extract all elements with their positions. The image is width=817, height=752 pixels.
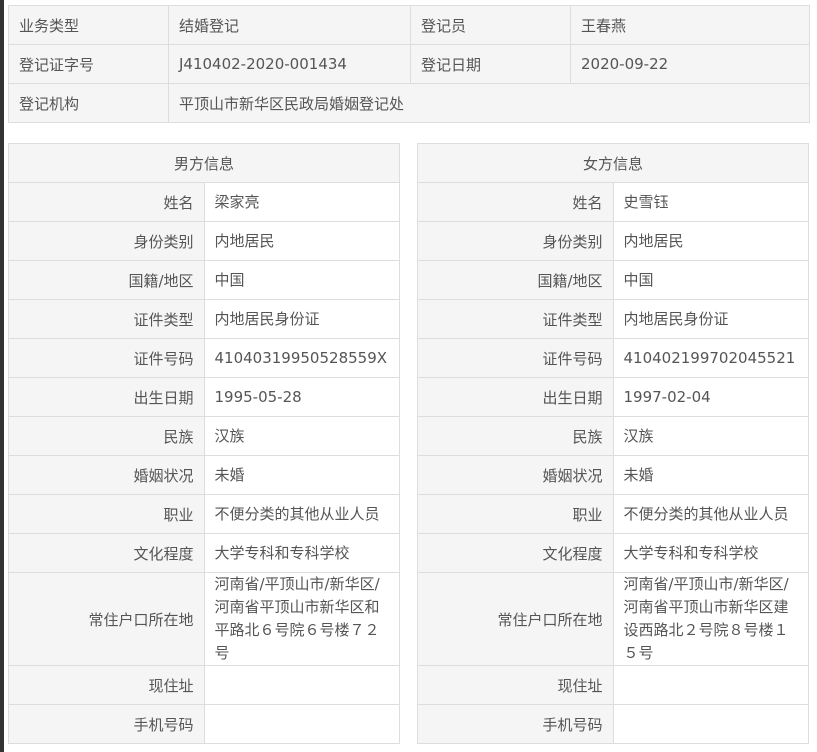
field-label: 职业 (417, 494, 614, 534)
field-value: 中国 (203, 260, 400, 300)
table-row: 手机号码 (8, 704, 400, 744)
field-value: 内地居民 (612, 221, 809, 261)
value-registrar: 王春燕 (570, 5, 810, 45)
field-value: 汉族 (612, 416, 809, 456)
field-label: 常住户口所在地 (8, 572, 205, 666)
table-row: 职业 不便分类的其他从业人员 (8, 494, 400, 534)
table-row: 常住户口所在地 河南省/平顶山市/新华区/河南省平顶山市新华区和平路北６号院６号楼… (8, 572, 400, 666)
field-value: 大学专科和专科学校 (203, 533, 400, 573)
field-label: 姓名 (417, 182, 614, 222)
field-value: 1995-05-28 (203, 377, 400, 417)
field-label: 民族 (417, 416, 614, 456)
field-label: 文化程度 (417, 533, 614, 573)
field-label: 常住户口所在地 (417, 572, 614, 666)
table-row: 现住址 (8, 665, 400, 705)
table-row: 国籍/地区 中国 (8, 260, 400, 300)
label-reg-date: 登记日期 (410, 44, 571, 84)
field-label: 手机号码 (8, 704, 205, 744)
male-info-table: 男方信息 姓名 梁家亮 身份类别 内地居民 国籍/地区 中国 证件类型 内地居民身份证 证件号码 4… (8, 143, 400, 744)
table-row: 文化程度 大学专科和专科学校 (417, 533, 809, 573)
field-label: 文化程度 (8, 533, 205, 573)
table-row: 身份类别 内地居民 (8, 221, 400, 261)
value-cert-number: J410402-2020-001434 (168, 44, 411, 84)
field-value: 41040319950528559X (203, 338, 400, 378)
table-row: 出生日期 1995-05-28 (8, 377, 400, 417)
field-value: 河南省/平顶山市/新华区/河南省平顶山市新华区和平路北６号院６号楼７２号 (203, 572, 400, 666)
field-value: 410402199702045521 (612, 338, 809, 378)
table-row: 出生日期 1997-02-04 (417, 377, 809, 417)
table-row: 职业 不便分类的其他从业人员 (417, 494, 809, 534)
table-row: 民族 汉族 (8, 416, 400, 456)
table-row: 登记机构 平顶山市新华区民政局婚姻登记处 (8, 83, 810, 123)
table-row: 婚姻状况 未婚 (8, 455, 400, 495)
field-label: 身份类别 (417, 221, 614, 261)
field-label: 证件类型 (8, 299, 205, 339)
table-row: 婚姻状况 未婚 (417, 455, 809, 495)
field-label: 现住址 (8, 665, 205, 705)
field-label: 证件号码 (8, 338, 205, 378)
table-row: 证件类型 内地居民身份证 (417, 299, 809, 339)
label-reg-office: 登记机构 (8, 83, 169, 123)
field-label: 现住址 (417, 665, 614, 705)
field-label: 民族 (8, 416, 205, 456)
field-label: 证件类型 (417, 299, 614, 339)
table-row: 身份类别 内地居民 (417, 221, 809, 261)
table-row: 现住址 (417, 665, 809, 705)
field-value: 未婚 (612, 455, 809, 495)
field-value: 不便分类的其他从业人员 (612, 494, 809, 534)
field-value: 未婚 (203, 455, 400, 495)
table-row: 国籍/地区 中国 (417, 260, 809, 300)
field-value: 不便分类的其他从业人员 (203, 494, 400, 534)
table-row: 证件号码 410402199702045521 (417, 338, 809, 378)
field-label: 身份类别 (8, 221, 205, 261)
panel-header-row: 女方信息 (417, 143, 809, 183)
field-label: 国籍/地区 (8, 260, 205, 300)
field-value (612, 665, 809, 705)
field-label: 出生日期 (417, 377, 614, 417)
value-business-type: 结婚登记 (168, 5, 411, 45)
field-label: 婚姻状况 (417, 455, 614, 495)
label-registrar: 登记员 (410, 5, 571, 45)
window-edge (0, 0, 4, 752)
field-value (203, 665, 400, 705)
field-label: 手机号码 (417, 704, 614, 744)
table-row: 文化程度 大学专科和专科学校 (8, 533, 400, 573)
field-label: 职业 (8, 494, 205, 534)
field-value: 梁家亮 (203, 182, 400, 222)
label-business-type: 业务类型 (8, 5, 169, 45)
label-cert-number: 登记证字号 (8, 44, 169, 84)
table-row: 登记证字号 J410402-2020-001434 登记日期 2020-09-2… (8, 44, 810, 84)
field-value: 内地居民身份证 (203, 299, 400, 339)
field-label: 婚姻状况 (8, 455, 205, 495)
field-value: 史雪钰 (612, 182, 809, 222)
field-value (203, 704, 400, 744)
field-label: 国籍/地区 (417, 260, 614, 300)
field-value: 内地居民身份证 (612, 299, 809, 339)
table-row: 证件号码 41040319950528559X (8, 338, 400, 378)
field-value: 河南省/平顶山市/新华区/河南省平顶山市新华区建设西路北２号院８号楼１５号 (612, 572, 809, 666)
female-info-table: 女方信息 姓名 史雪钰 身份类别 内地居民 国籍/地区 中国 证件类型 内地居民身份证 证件号码 4… (417, 143, 809, 744)
table-row: 证件类型 内地居民身份证 (8, 299, 400, 339)
field-value: 汉族 (203, 416, 400, 456)
field-label: 姓名 (8, 182, 205, 222)
male-info-title: 男方信息 (8, 143, 400, 183)
field-value: 大学专科和专科学校 (612, 533, 809, 573)
table-row: 常住户口所在地 河南省/平顶山市/新华区/河南省平顶山市新华区建设西路北２号院８号… (417, 572, 809, 666)
field-label: 证件号码 (417, 338, 614, 378)
field-value: 内地居民 (203, 221, 400, 261)
value-reg-office: 平顶山市新华区民政局婚姻登记处 (168, 83, 810, 123)
table-row: 业务类型 结婚登记 登记员 王春燕 (8, 5, 810, 45)
registration-summary-table: 业务类型 结婚登记 登记员 王春燕 登记证字号 J410402-2020-001… (8, 5, 810, 123)
field-value: 中国 (612, 260, 809, 300)
value-reg-date: 2020-09-22 (570, 44, 810, 84)
table-row: 民族 汉族 (417, 416, 809, 456)
field-label: 出生日期 (8, 377, 205, 417)
table-row: 手机号码 (417, 704, 809, 744)
table-row: 姓名 史雪钰 (417, 182, 809, 222)
panel-header-row: 男方信息 (8, 143, 400, 183)
field-value (612, 704, 809, 744)
female-info-title: 女方信息 (417, 143, 809, 183)
table-row: 姓名 梁家亮 (8, 182, 400, 222)
field-value: 1997-02-04 (612, 377, 809, 417)
